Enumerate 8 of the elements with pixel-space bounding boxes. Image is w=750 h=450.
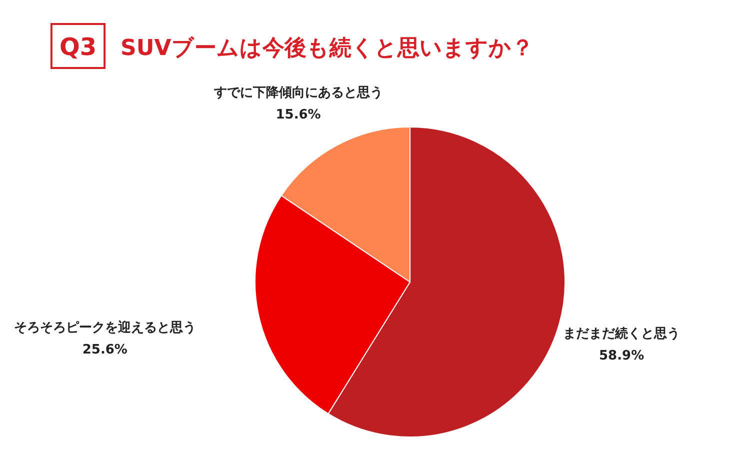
data-label: 15.6%	[276, 107, 321, 122]
chart-title: SUVブームは今後も続くと思いますか？	[120, 36, 534, 61]
data-label: 25.6%	[82, 342, 128, 358]
slice-label: まだまだ続くと思う	[563, 326, 680, 342]
text: Q3	[59, 33, 97, 61]
data-label: 58.9%	[599, 348, 644, 364]
slice-label: すでに下降傾向にあると思う	[212, 85, 383, 100]
slice-label: そろそろピークを迎えると思う	[14, 320, 196, 336]
